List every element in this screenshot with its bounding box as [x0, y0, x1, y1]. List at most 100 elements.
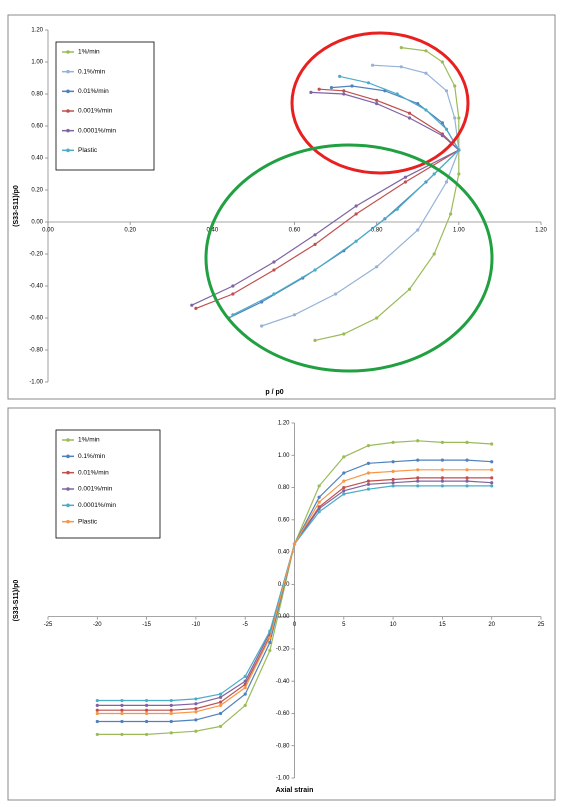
data-point	[465, 440, 469, 444]
legend-label: Plastic	[78, 518, 98, 525]
data-point	[457, 148, 461, 152]
data-point	[490, 484, 494, 488]
y-tick-label: 0.40	[31, 156, 43, 162]
data-point	[490, 460, 494, 464]
x-tick-label: 0.20	[124, 228, 136, 234]
data-point	[260, 324, 264, 328]
legend-label: 0.0001%/min	[78, 127, 116, 134]
x-tick-label: 5	[342, 622, 346, 628]
legend-marker	[66, 519, 70, 524]
data-point	[317, 484, 321, 488]
data-point	[465, 476, 469, 480]
legend-box	[55, 41, 155, 171]
data-point	[194, 707, 198, 711]
data-point	[329, 86, 334, 90]
data-point	[424, 71, 428, 75]
data-point	[403, 175, 408, 179]
data-point	[440, 479, 444, 483]
legend-marker	[66, 109, 70, 113]
data-point	[440, 484, 444, 488]
data-point	[342, 489, 346, 493]
data-point	[370, 63, 375, 67]
data-point	[272, 292, 276, 296]
data-point	[194, 306, 198, 310]
data-point	[218, 695, 223, 699]
data-point	[190, 303, 194, 307]
data-point	[218, 703, 223, 707]
y-tick-label: 0.80	[31, 92, 43, 98]
y-tick-label: 0.80	[278, 485, 290, 491]
y-tick-label: 0.00	[31, 220, 43, 226]
data-point	[444, 180, 449, 184]
data-point	[231, 284, 235, 288]
data-point	[292, 313, 297, 317]
x-tick-label: 10	[390, 622, 397, 628]
data-point	[350, 84, 354, 88]
data-point	[366, 461, 371, 465]
data-point	[465, 458, 469, 462]
legend-marker	[66, 148, 70, 153]
data-point	[95, 708, 99, 712]
y-tick-label: -0.60	[276, 711, 290, 717]
data-point	[391, 484, 395, 488]
data-point	[194, 710, 198, 714]
data-point	[407, 116, 412, 120]
y-tick-label: 1.00	[278, 453, 290, 459]
data-point	[309, 90, 313, 94]
x-tick-label: 0.60	[289, 228, 301, 234]
data-point	[416, 458, 420, 462]
data-point	[490, 442, 494, 446]
data-point	[375, 98, 379, 102]
data-point	[440, 60, 444, 64]
data-point	[169, 731, 173, 735]
legend-label: 1%/min	[78, 49, 100, 56]
x-tick-label: -10	[192, 622, 201, 628]
data-point	[416, 476, 420, 480]
data-point	[194, 702, 198, 706]
data-point	[268, 636, 272, 640]
y-tick-label: -1.00	[29, 380, 43, 386]
data-point	[375, 265, 379, 269]
data-point	[391, 469, 395, 474]
data-point	[194, 718, 198, 722]
y-tick-label: -0.20	[29, 252, 43, 258]
data-point	[416, 439, 420, 443]
x-tick-label: 1.00	[453, 228, 465, 234]
legend-box	[55, 429, 161, 539]
data-point	[490, 481, 494, 485]
legend-label: 0.001%/min	[78, 108, 113, 115]
data-point	[375, 102, 379, 106]
x-tick-label: 0.40	[206, 228, 218, 234]
data-point	[268, 629, 272, 633]
x-tick-label: -15	[142, 622, 151, 628]
data-point	[440, 134, 444, 138]
y-tick-label: -1.00	[276, 776, 290, 782]
data-point	[243, 692, 247, 696]
legend-marker	[66, 89, 70, 94]
x-tick-label: 1.20	[535, 228, 547, 234]
data-point	[120, 708, 124, 712]
y-tick-label: -0.20	[276, 646, 290, 652]
data-point	[424, 108, 428, 112]
data-point	[95, 732, 99, 737]
data-point	[342, 485, 346, 490]
data-point	[218, 711, 223, 716]
legend-label: 0.001%/min	[78, 486, 113, 493]
data-point	[416, 479, 420, 483]
data-point	[391, 460, 395, 464]
data-point	[313, 233, 317, 237]
data-point	[399, 65, 403, 69]
data-point	[444, 89, 449, 93]
data-point	[231, 313, 235, 317]
data-point	[95, 703, 99, 707]
series-line	[191, 91, 460, 306]
data-point	[432, 172, 436, 176]
data-point	[465, 484, 469, 488]
data-point	[243, 674, 247, 678]
data-point	[333, 292, 338, 296]
data-point	[432, 252, 436, 256]
data-point	[444, 127, 449, 131]
data-point	[342, 479, 346, 483]
data-point	[272, 268, 276, 272]
